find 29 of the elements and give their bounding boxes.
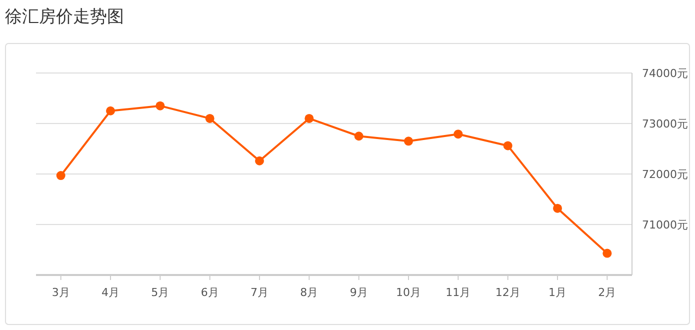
x-tick-label: 1月 bbox=[548, 286, 566, 299]
x-tick-label: 4月 bbox=[102, 286, 120, 299]
point bbox=[205, 114, 214, 123]
x-tick-label: 6月 bbox=[200, 286, 219, 299]
point bbox=[156, 101, 165, 110]
x-tick-label: 5月 bbox=[151, 286, 170, 299]
point bbox=[56, 171, 66, 180]
chart-title: 徐汇房价走势图 bbox=[5, 7, 124, 27]
y-tick-label: 71000元 bbox=[642, 218, 688, 232]
point bbox=[404, 136, 413, 146]
x-tick-label: 3月 bbox=[52, 286, 70, 299]
point bbox=[255, 156, 264, 166]
point bbox=[454, 130, 463, 139]
x-tick-label: 7月 bbox=[250, 286, 268, 299]
y-tick-label: 74000元 bbox=[642, 67, 688, 80]
y-tick-label: 73000元 bbox=[642, 118, 688, 130]
y-tick-label: 72000元 bbox=[642, 168, 688, 181]
x-tick-label: 12月 bbox=[495, 286, 520, 299]
point bbox=[106, 106, 115, 116]
point bbox=[354, 132, 364, 141]
point bbox=[553, 204, 562, 213]
x-tick-label: 10月 bbox=[396, 286, 421, 299]
x-tick-label: 11月 bbox=[446, 286, 471, 299]
point bbox=[602, 248, 612, 258]
point bbox=[503, 141, 512, 150]
point bbox=[304, 114, 314, 123]
x-tick-label: 9月 bbox=[350, 286, 368, 299]
x-tick-label: 2月 bbox=[598, 286, 616, 299]
x-tick-label: 8月 bbox=[300, 286, 318, 299]
